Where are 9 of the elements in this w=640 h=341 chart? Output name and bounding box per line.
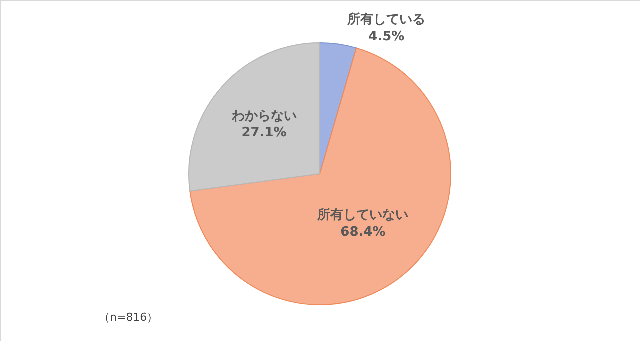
data-label: 4.5% [368,30,405,45]
text: （n=816） [99,311,158,324]
pie-slice [190,48,452,306]
pie-slice [188,42,320,192]
data-label: 27.1% [242,126,287,141]
slice-label: わからない [230,108,297,124]
data-label: 68.4% [340,225,386,240]
slice-label: 所有していない [316,207,409,224]
slice-label: 所有している [346,12,426,28]
